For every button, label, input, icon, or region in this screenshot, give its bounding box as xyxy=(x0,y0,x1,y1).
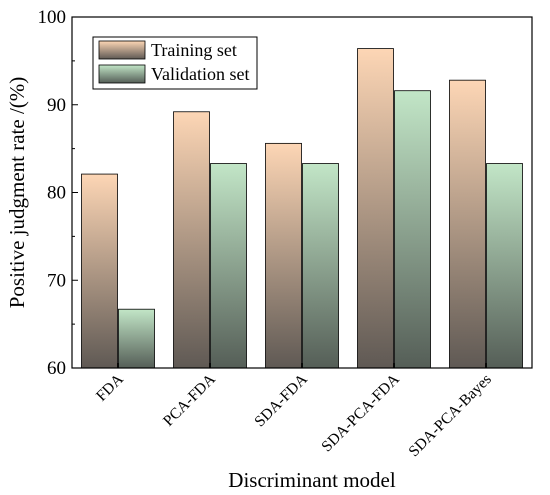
y-tick-label: 80 xyxy=(47,183,66,204)
x-category-label: SDA-FDA xyxy=(251,370,311,430)
bar-training-set-sda-pca-fda xyxy=(357,48,394,369)
x-axis-title: Discriminant model xyxy=(228,468,396,492)
legend-label-validation-set: Validation set xyxy=(151,64,249,84)
x-category-label: PCA-FDA xyxy=(160,370,219,429)
bar-training-set-sda-fda xyxy=(265,142,302,369)
x-category-label: SDA-PCA-FDA xyxy=(318,370,403,455)
y-tick-label: 60 xyxy=(47,358,66,379)
y-tick-label: 90 xyxy=(47,95,66,116)
legend-label-training-set: Training set xyxy=(151,40,237,60)
bar-validation-set-fda xyxy=(118,308,155,369)
y-tick-label: 100 xyxy=(38,7,67,28)
x-category-label: SDA-PCA-Bayes xyxy=(405,371,494,460)
bar-training-set-fda xyxy=(81,173,118,369)
bar-validation-set-pca-fda xyxy=(210,163,247,369)
bar-training-set-sda-pca-bayes xyxy=(449,79,486,369)
y-axis-title: Positive judgment rate /(%) xyxy=(5,77,29,309)
bars-layer xyxy=(81,48,523,369)
x-category-label: FDA xyxy=(93,370,128,405)
bar-training-set-pca-fda xyxy=(173,111,210,369)
bar-validation-set-sda-pca-fda xyxy=(394,90,431,369)
bar-validation-set-sda-pca-bayes xyxy=(486,163,523,369)
bar-validation-set-sda-fda xyxy=(302,163,339,369)
y-tick-label: 70 xyxy=(47,270,66,291)
legend-swatch-training-set xyxy=(98,40,146,60)
legend-swatch-validation-set xyxy=(98,64,146,84)
legend: Training set Validation set xyxy=(92,36,258,90)
